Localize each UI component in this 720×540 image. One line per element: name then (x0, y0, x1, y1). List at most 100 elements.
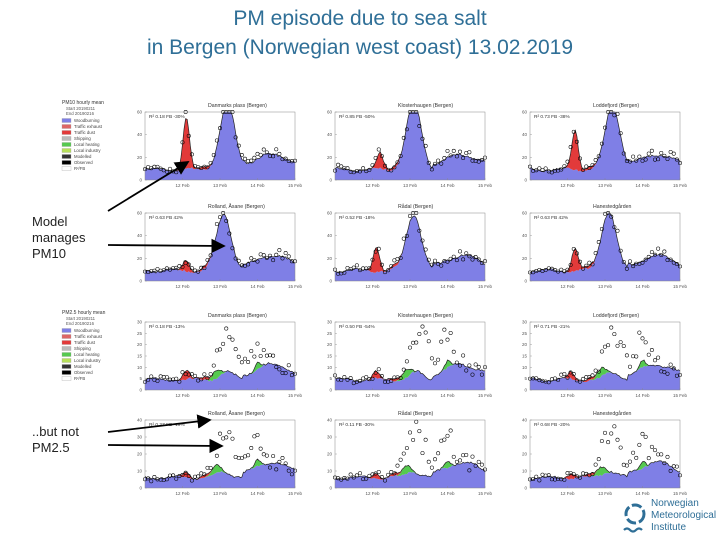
observed-point (417, 228, 422, 233)
observed-point (426, 459, 431, 464)
observed-point (218, 347, 222, 352)
observed-point (208, 372, 213, 377)
observed-point (243, 356, 247, 361)
observed-point (628, 159, 632, 164)
observed-point (534, 376, 539, 381)
observed-point (164, 477, 169, 482)
observed-point (205, 165, 210, 170)
legend-swatch (61, 142, 72, 147)
observed-point (211, 152, 216, 157)
observed-point (255, 259, 260, 264)
observed-point (587, 375, 592, 379)
x-tick-label: 14 Feb (440, 284, 455, 289)
observed-point (271, 454, 276, 459)
observed-point (146, 377, 151, 382)
observed-point (599, 226, 604, 231)
observed-point (593, 251, 598, 256)
x-tick-label: 15 Feb (478, 491, 493, 496)
observed-point (261, 348, 266, 353)
observed-point (146, 476, 151, 481)
observed-point (662, 370, 667, 375)
observed-point (289, 472, 294, 477)
legend-swatch (61, 118, 72, 123)
observed-point (562, 164, 567, 169)
observed-point (454, 258, 459, 263)
observed-point (408, 214, 412, 218)
y-tick-label: 20 (327, 256, 333, 261)
observed-point (436, 261, 441, 266)
x-tick-label: 14 Feb (635, 284, 650, 289)
observed-point (458, 458, 462, 463)
x-tick-label: 14 Feb (250, 183, 265, 188)
observed-point (653, 252, 657, 257)
title-line-1: PM episode due to sea salt (233, 7, 487, 30)
observed-point (351, 475, 356, 480)
observed-point (189, 152, 194, 157)
observed-point (196, 269, 201, 274)
observed-point (568, 262, 573, 267)
y-tick-label: 10 (327, 469, 333, 474)
observed-point (596, 457, 601, 462)
observed-point (584, 471, 589, 476)
y-tick-label: 10 (522, 365, 528, 370)
observed-point (571, 372, 576, 377)
observed-point (404, 446, 409, 451)
observed-point (268, 465, 272, 470)
observed-point (464, 251, 469, 256)
observed-point (376, 367, 381, 372)
y-tick-label: 25 (522, 331, 528, 336)
observed-point (559, 372, 564, 377)
observed-point (180, 370, 185, 375)
modelled-line (144, 361, 296, 382)
observed-point (218, 215, 222, 220)
observed-point (189, 266, 194, 271)
observed-point (565, 375, 570, 380)
observed-point (261, 253, 266, 258)
observed-point (286, 254, 291, 259)
legend-item: R²/FB (74, 166, 85, 171)
x-tick-label: 15 Feb (478, 393, 493, 398)
observed-point (615, 343, 620, 348)
traffic-exhaust-area (145, 362, 295, 382)
y-tick-label: 30 (327, 435, 333, 440)
note-but-not: ..but not PM2.5 (32, 424, 79, 455)
observed-point (277, 459, 282, 464)
y-tick-label: 25 (137, 331, 143, 336)
woodburning-area (145, 214, 295, 281)
observed-point (631, 154, 636, 159)
observed-point (411, 437, 416, 442)
panel-stat: R² 0.18 FB -30% (149, 114, 185, 120)
observed-point (258, 446, 263, 451)
observed-point (634, 455, 639, 460)
legend-item: Modelled (74, 364, 92, 369)
observed-point (271, 154, 276, 159)
observed-point (379, 475, 384, 479)
legend-item: Traffic exhaust (74, 334, 103, 339)
observed-point (233, 347, 238, 352)
observed-point (202, 472, 207, 477)
observed-point (599, 349, 604, 354)
modelled-line (334, 461, 486, 481)
observed-point (445, 337, 450, 342)
observed-point (345, 166, 350, 171)
y-tick-label: 10 (137, 365, 143, 370)
observed-point (401, 367, 406, 372)
observed-point (264, 353, 269, 358)
x-tick-label: 13 Feb (213, 491, 228, 496)
panel-stat: R² 0.52 FB -18% (339, 215, 375, 221)
legend-swatch (61, 124, 72, 129)
observed-point (392, 471, 397, 476)
observed-point (274, 365, 279, 369)
y-tick-label: 10 (327, 365, 333, 370)
traffic-dust-area (335, 360, 485, 382)
traffic-dust-area (530, 360, 680, 382)
observed-point (233, 135, 238, 140)
observed-point (227, 231, 232, 236)
observed-point (674, 262, 679, 266)
page-title: PM episode due to sea salt in Bergen (No… (0, 4, 720, 62)
y-tick-label: 40 (522, 233, 528, 238)
x-tick-label: 13 Feb (403, 284, 418, 289)
legend-item: Shipping (74, 136, 91, 141)
observed-point (264, 255, 269, 260)
